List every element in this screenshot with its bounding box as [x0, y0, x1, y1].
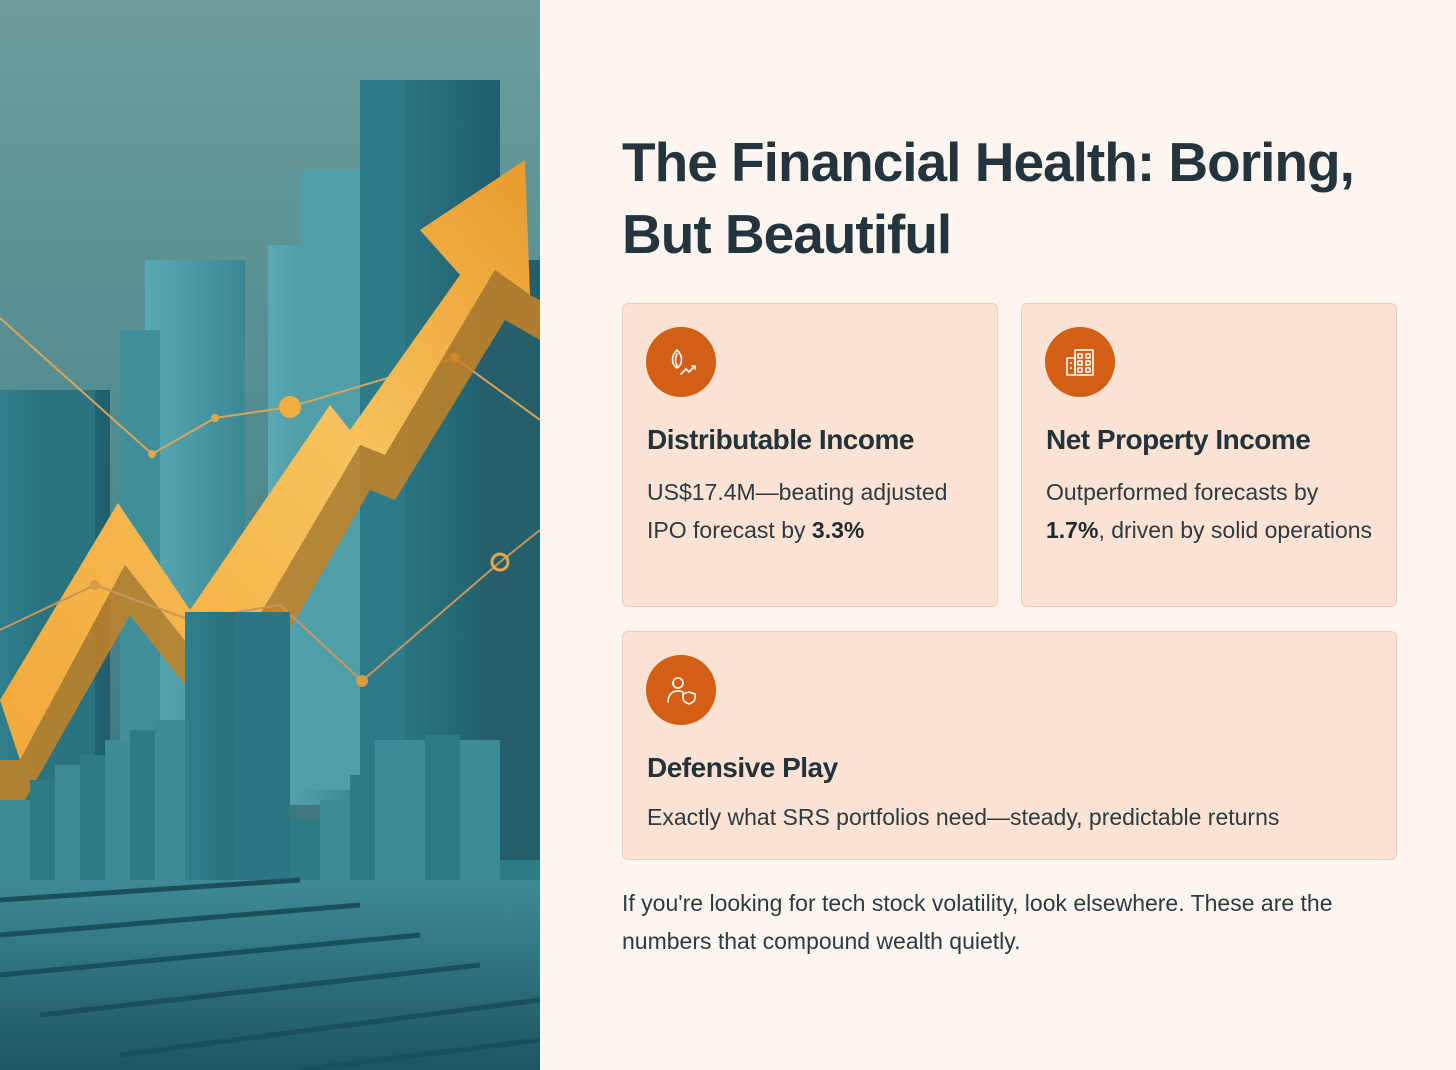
- card-distributable-income: Distributable Income US$17.4M—beating ad…: [622, 303, 998, 607]
- card-heading: Defensive Play: [647, 752, 838, 783]
- highlight-value: 3.3%: [811, 517, 865, 543]
- card-text: Exactly what SRS portfolios need—steady,…: [647, 804, 1280, 830]
- card-text: US$17.4M—beating adjusted IPO forecast b…: [647, 479, 948, 543]
- rising-bars-arrow-graphic: [0, 80, 540, 1070]
- hero-illustration: [0, 0, 540, 1070]
- card-heading: Net Property Income: [1046, 424, 1311, 455]
- card-text: Outperformed forecasts by 1.7%, driven b…: [1046, 479, 1373, 543]
- card-defensive-play: Defensive Play Exactly what SRS portfoli…: [622, 631, 1397, 860]
- user-shield-icon: [646, 655, 716, 725]
- building-icon: [1045, 327, 1115, 397]
- card-net-property-income: Net Property Income Outperformed forecas…: [1021, 303, 1397, 607]
- page-title: The Financial Health: Boring, But Beauti…: [622, 131, 1355, 265]
- highlight-value: 1.7%: [1046, 517, 1099, 543]
- card-heading: Distributable Income: [647, 424, 914, 455]
- closing-paragraph: If you're looking for tech stock volatil…: [622, 890, 1333, 954]
- seed-growth-icon: [646, 327, 716, 397]
